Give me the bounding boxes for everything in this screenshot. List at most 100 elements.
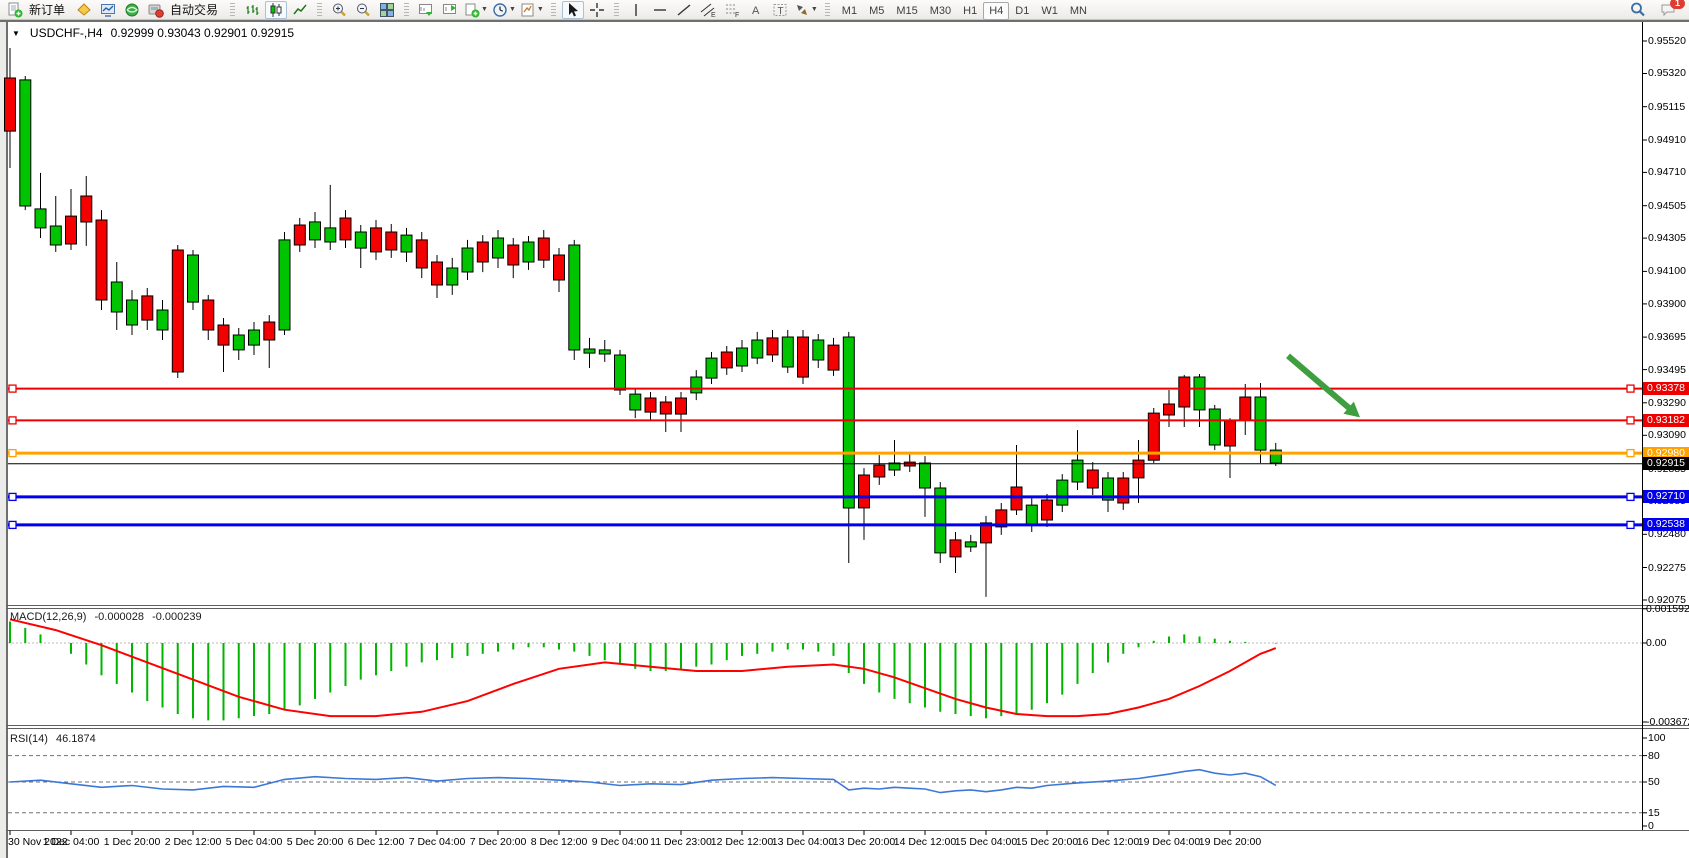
chart-shift-icon <box>443 3 457 14</box>
crosshair-icon <box>589 2 604 17</box>
gem-icon <box>77 2 91 16</box>
svg-text:F: F <box>735 12 739 18</box>
cursor-button[interactable] <box>561 0 584 19</box>
candles <box>4 48 1282 597</box>
toolbar-grip <box>550 2 556 17</box>
periods-button[interactable]: ▼ <box>491 1 517 19</box>
rsi-pane <box>8 755 1642 814</box>
search-button[interactable] <box>1627 1 1649 19</box>
time-axis-label: 1 Dec 04:00 <box>42 836 100 848</box>
vertical-line-button[interactable] <box>625 1 647 19</box>
gem-button[interactable] <box>73 1 95 19</box>
rsi-line <box>9 768 1277 794</box>
macd-axis-label: -0.003672 <box>1646 715 1689 728</box>
zoom-in-button[interactable] <box>328 1 350 19</box>
chevron-down-icon: ▼ <box>481 6 488 13</box>
horizontal-line-button[interactable] <box>649 1 671 19</box>
equidistant-channel-button[interactable]: E <box>697 1 719 19</box>
timeframe-W1[interactable]: W1 <box>1041 4 1058 17</box>
time-axis-label: 30 Nov 2022 <box>8 836 68 848</box>
text-icon: A <box>752 5 760 17</box>
arrows-button[interactable]: ▼ <box>793 1 819 19</box>
price-axis-label: 0.94910 <box>1648 133 1686 146</box>
search-icon <box>1631 2 1645 16</box>
terminal-button[interactable] <box>97 1 119 19</box>
zoom-out-button[interactable] <box>352 1 374 19</box>
cursor-icon <box>568 2 578 16</box>
timeframe-M1[interactable]: M1 <box>841 4 858 17</box>
autoscroll-icon <box>419 3 433 16</box>
timeframe-H4[interactable]: H4 <box>983 1 1010 20</box>
timeframe-H1[interactable]: H1 <box>963 4 978 17</box>
toolbar: 新订单 自动交易 <box>0 0 1689 20</box>
bar-chart-button[interactable] <box>241 1 263 19</box>
rsi-value: 46.1874 <box>55 733 96 745</box>
new-order-button[interactable] <box>4 1 26 19</box>
tile-windows-button[interactable] <box>376 1 398 19</box>
price-line-badge-0.92980: 0.92980 <box>1643 446 1689 460</box>
time-axis-label: 13 Dec 20:00 <box>832 836 896 848</box>
price-axis-label: 0.93495 <box>1648 363 1686 376</box>
chat-button[interactable]: 1 <box>1657 0 1685 19</box>
price-axis-label: 0.93290 <box>1648 396 1686 409</box>
timeframe-M15[interactable]: M15 <box>896 4 918 17</box>
new-order-label[interactable]: 新订单 <box>29 3 66 17</box>
autotrading-label[interactable]: 自动交易 <box>170 3 219 17</box>
autotrading-button[interactable] <box>145 1 167 19</box>
time-axis-label: 16 Dec 12:00 <box>1076 836 1140 848</box>
macd-signal-value: -0.000239 <box>152 611 202 623</box>
line-chart-button[interactable] <box>289 1 311 19</box>
rsi-axis-label: 100 <box>1648 732 1666 744</box>
timeframe-M30[interactable]: M30 <box>929 4 952 17</box>
fibonacci-button[interactable]: F <box>721 1 743 19</box>
chart-shift-button[interactable] <box>439 1 461 19</box>
price-line-badge-0.93182: 0.93182 <box>1643 413 1689 427</box>
svg-text:E: E <box>711 12 716 18</box>
monitor-chart-icon <box>101 3 116 17</box>
symbol-dropdown-icon[interactable]: ▼ <box>12 28 20 38</box>
time-axis-label: 2 Dec 12:00 <box>164 836 222 848</box>
timeframe-D1[interactable]: D1 <box>1015 4 1030 17</box>
time-axis-label: 5 Dec 20:00 <box>286 836 344 848</box>
fibonacci-icon: F <box>725 4 739 18</box>
time-axis-label: 19 Dec 04:00 <box>1137 836 1201 848</box>
time-axis-label: 6 Dec 12:00 <box>347 836 405 848</box>
new-chart-icon <box>465 3 480 17</box>
chevron-down-icon: ▼ <box>536 6 544 13</box>
crosshair-button[interactable] <box>586 1 608 19</box>
text-button[interactable]: A <box>745 1 767 19</box>
new-chart-button[interactable]: ▼ <box>463 1 489 19</box>
price-axis-label: 0.94100 <box>1648 265 1686 278</box>
symbol-timeframe-label: USDCHF-,H4 <box>29 26 103 40</box>
trendline-button[interactable] <box>673 1 695 19</box>
time-axis-label: 12 Dec 12:00 <box>710 836 774 848</box>
current-price-badge: 0.92915 <box>1643 457 1689 471</box>
horizontal-line-icon <box>653 8 666 11</box>
equidistant-channel-icon: E <box>700 3 716 18</box>
new-order-icon <box>8 2 23 17</box>
text-label-icon: T <box>773 3 787 17</box>
text-label-button[interactable]: T <box>769 1 791 19</box>
price-axis-label: 0.93695 <box>1648 331 1686 344</box>
timeframe-MN[interactable]: MN <box>1069 4 1087 17</box>
price-axis-label: 0.95115 <box>1648 100 1686 113</box>
candlestick-chart-button[interactable] <box>265 0 288 19</box>
chart-title[interactable]: ▼ USDCHF-,H4 0.92999 0.93043 0.92901 0.9… <box>12 26 294 40</box>
templates-button[interactable]: ▼ <box>519 1 545 19</box>
globe-button[interactable] <box>121 1 143 19</box>
zoom-in-icon <box>333 3 346 16</box>
arrow-annotation[interactable] <box>1286 353 1360 418</box>
price-lines[interactable] <box>8 384 1642 530</box>
vertical-line-icon <box>635 3 637 16</box>
ohlc-values: 0.92999 0.93043 0.92901 0.92915 <box>110 26 295 40</box>
toolbar-grip <box>230 2 236 17</box>
bar-chart-icon <box>246 4 259 15</box>
timeframe-M5[interactable]: M5 <box>869 4 885 17</box>
price-axis-label: 0.93090 <box>1648 429 1686 442</box>
chevron-down-icon: ▼ <box>810 6 818 13</box>
autoscroll-button[interactable] <box>415 1 437 19</box>
time-axis-label: 19 Dec 20:00 <box>1198 836 1262 848</box>
price-axis-label: 0.94505 <box>1648 199 1686 212</box>
price-line-badge-0.92710: 0.92710 <box>1643 490 1689 504</box>
